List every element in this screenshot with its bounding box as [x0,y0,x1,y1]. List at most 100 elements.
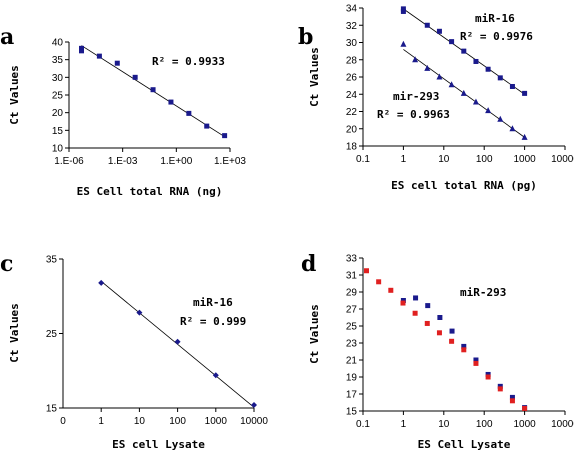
y-tick-label: 23 [346,339,358,350]
y-tick-label: 29 [346,288,358,299]
x-tick-label: 10 [438,419,450,430]
data-point [497,383,503,389]
panel-letter-b: b [298,24,313,50]
x-tick-label: 10 [134,416,146,427]
y-tick-label: 25 [46,329,58,340]
data-point [98,279,105,286]
data-point [522,90,528,96]
y-tick-label: 32 [346,21,358,32]
data-point [497,115,504,122]
annotation: mir-293 [393,90,439,103]
data-point [460,89,467,96]
x-tick-label: 1000 [205,416,228,427]
data-point [424,320,430,326]
y-axis-title: Ct Values [8,303,21,363]
x-tick-label: 1.E+00 [160,156,192,167]
data-point [376,279,382,285]
data-point [449,328,455,334]
x-tick-label: 10000 [240,416,268,427]
data-point [436,28,442,34]
chart-panel-d: 15 17 19 21 23 25 27 29 31 33 0.1 1 10 100 1000 10000 ES… [308,254,574,452]
panel-letter-c: c [0,251,13,277]
y-tick-label: 31 [346,271,358,282]
data-point [168,99,174,105]
y-tick-label: 25 [346,322,358,333]
annotation: miR-293 [460,286,506,299]
data-point [388,287,394,293]
data-point [473,58,479,64]
data-point [497,386,503,392]
y-tick-label: 34 [346,4,358,15]
data-point [204,123,210,129]
data-point [400,8,406,14]
data-point [509,125,516,132]
annotation: R² = 0.9963 [377,108,450,121]
data-point [509,394,515,400]
y-tick-label: 26 [346,73,358,84]
x-tick-label: 0 [60,416,66,427]
chart-panel-b: 18 20 22 24 26 28 30 32 34 0.1 1 10 100 1000 10000 ES c… [308,4,574,193]
data-point [400,298,406,303]
y-tick-label: 15 [46,404,58,415]
data-point [437,315,443,320]
annotation: miR-16 [475,12,515,25]
y-tick-label: 19 [346,373,358,384]
annotation: R² = 0.999 [180,315,246,328]
data-point [509,83,515,89]
data-point [461,48,467,54]
data-point [485,371,491,377]
y-tick-label: 15 [346,407,358,418]
y-axis-title: Ct Values [308,47,321,107]
annotation: R² = 0.9976 [460,30,533,43]
data-point [485,66,491,72]
x-tick-label: 1000 [513,154,536,165]
x-axis-title: ES Cell total RNA (ng) [77,185,223,198]
y-axis-title: Ct Values [308,304,321,364]
x-tick-label: 0.1 [356,154,370,165]
y-tick-label: 20 [52,108,64,119]
y-tick-label: 27 [346,305,358,316]
y-tick-label: 24 [346,90,358,101]
x-tick-label: 1 [401,154,407,165]
x-tick-label: 10000 [551,154,574,165]
data-point [497,75,503,81]
data-point [400,6,406,12]
data-point [251,402,257,409]
data-point [174,338,181,345]
y-axis-title: Ct Values [8,65,21,125]
y-tick-label: 30 [346,38,358,49]
y-tick-label: 22 [346,107,358,118]
data-point [449,338,455,344]
annotation: miR-16 [193,296,233,309]
data-point [425,303,431,309]
data-point [412,310,418,316]
data-point [114,60,120,66]
x-tick-label: 1 [401,419,407,430]
x-tick-label: 100 [169,416,186,427]
y-tick-label: 35 [46,255,58,266]
x-tick-label: 100 [476,154,493,165]
data-point [472,98,479,105]
data-point [79,45,85,51]
data-point [136,309,143,316]
y-tick-label: 40 [52,38,64,49]
y-tick-label: 35 [52,55,64,66]
data-point [132,74,138,80]
data-point [509,398,515,404]
data-point [412,56,419,63]
data-point [424,22,430,28]
data-point [448,81,455,88]
data-point [461,347,467,353]
x-tick-label: 1 [98,416,104,427]
data-point [461,343,467,349]
panel-letter-a: a [0,24,14,50]
y-tick-label: 10 [52,144,64,155]
x-tick-label: 1000 [513,419,536,430]
y-tick-label: 28 [346,55,358,66]
x-axis-title: ES cell Lysate [112,438,205,451]
data-point [400,300,406,306]
data-point [485,107,492,114]
data-point [363,268,369,274]
data-point [522,405,528,411]
data-point [222,133,228,139]
